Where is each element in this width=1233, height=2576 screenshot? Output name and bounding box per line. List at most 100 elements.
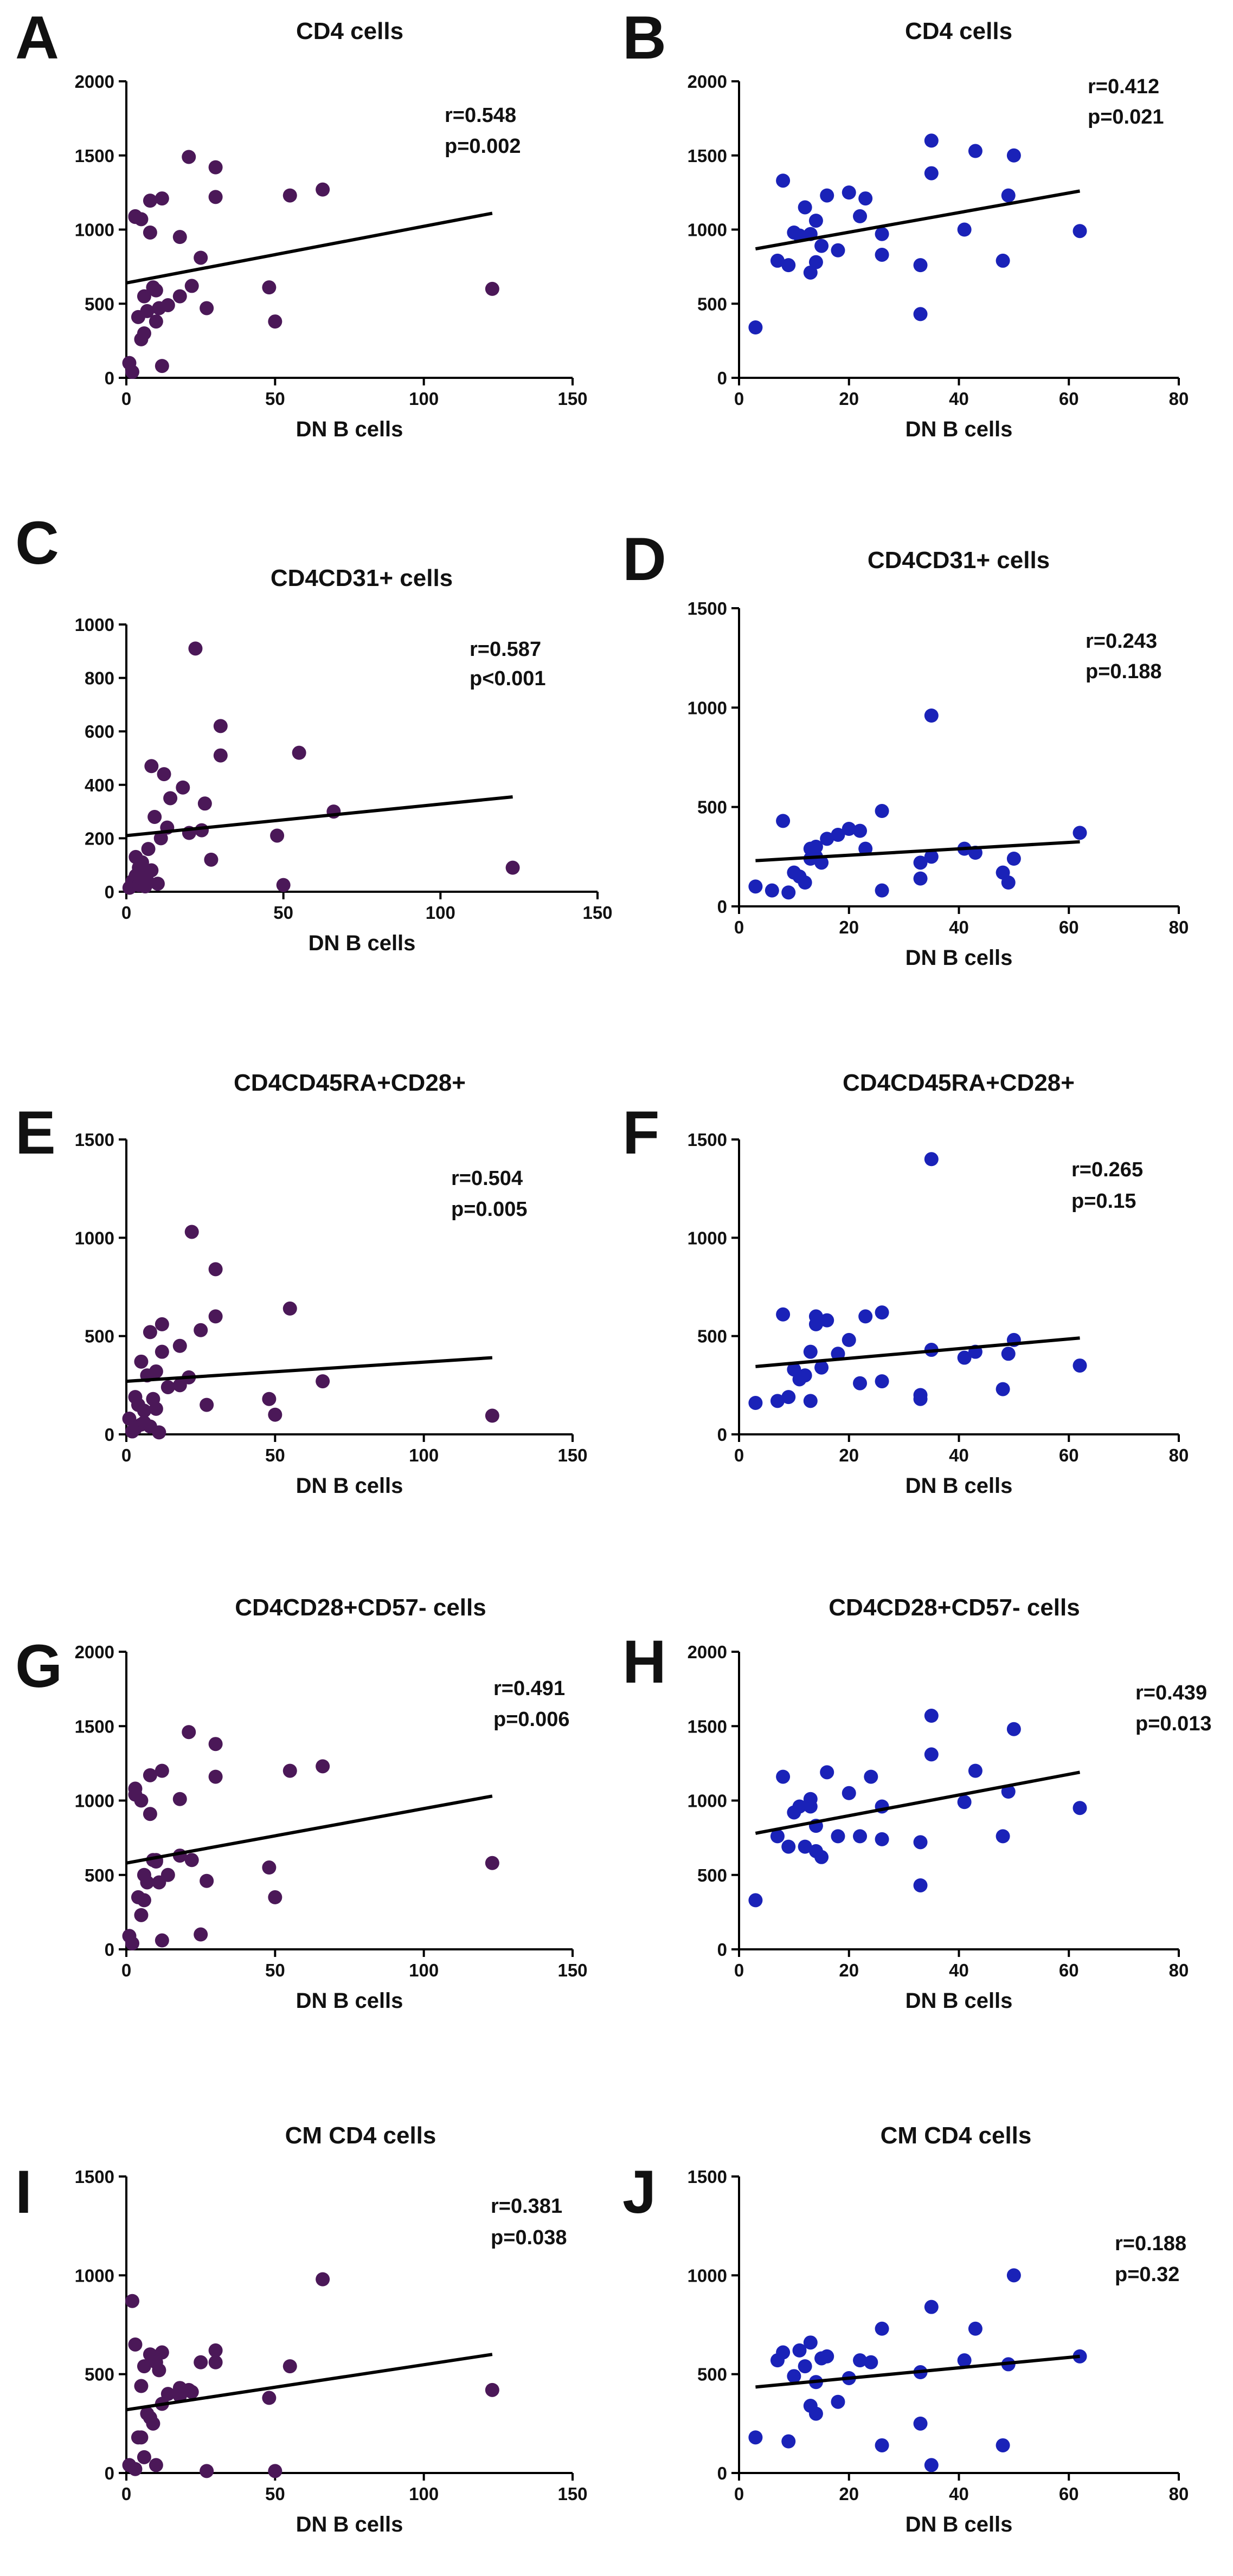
y-tick-label: 2000 xyxy=(688,1642,727,1662)
data-point xyxy=(149,2458,163,2472)
data-point xyxy=(128,2462,143,2476)
data-point xyxy=(957,1795,972,1809)
data-point xyxy=(137,1893,151,1908)
data-point xyxy=(137,289,151,304)
data-point xyxy=(798,2359,812,2374)
data-point xyxy=(137,2450,151,2464)
data-point xyxy=(820,1765,834,1780)
x-tick-label: 20 xyxy=(839,389,859,409)
data-point xyxy=(172,230,187,244)
data-point xyxy=(803,1344,818,1359)
data-point xyxy=(968,144,982,158)
data-point xyxy=(853,823,868,838)
data-point xyxy=(316,2272,330,2287)
x-tick-label: 40 xyxy=(949,2484,969,2504)
fit-line xyxy=(126,2353,493,2412)
data-point xyxy=(141,842,156,856)
data-point xyxy=(140,1875,155,1890)
x-tick-label: 20 xyxy=(839,2484,859,2504)
y-tick-label: 2000 xyxy=(75,1642,114,1662)
y-tick-label: 1000 xyxy=(75,2265,114,2285)
x-axis-label: DN B cells xyxy=(906,946,1013,970)
data-point xyxy=(803,2335,818,2350)
panel-c: 0 50 100 150 0 200 400 600 800 1000 C CD4CD31+ cell… xyxy=(15,509,613,955)
data-point xyxy=(134,1908,149,1922)
data-point xyxy=(125,1936,139,1951)
data-point xyxy=(913,871,928,886)
data-point xyxy=(996,1382,1010,1396)
chart-title: CD4CD31+ cells xyxy=(271,565,453,591)
data-point xyxy=(128,2337,143,2352)
x-tick-label: 150 xyxy=(557,389,587,409)
p-value: p=0.32 xyxy=(1115,2263,1179,2286)
data-point xyxy=(184,1853,199,1867)
y-tick-label: 1000 xyxy=(688,2265,727,2285)
x-tick-label: 150 xyxy=(582,903,612,923)
x-tick-label: 80 xyxy=(1169,2484,1189,2504)
x-tick-label: 60 xyxy=(1059,1960,1079,1980)
y-tick-label: 0 xyxy=(105,1940,114,1960)
data-point xyxy=(194,1927,208,1942)
data-point xyxy=(200,301,214,315)
data-point xyxy=(968,2321,982,2336)
data-point xyxy=(748,320,763,335)
x-tick-label: 100 xyxy=(409,1445,439,1465)
data-point xyxy=(144,863,159,878)
data-point xyxy=(875,247,889,262)
y-tick-label: 1000 xyxy=(688,1791,727,1811)
x-tick-label: 50 xyxy=(265,1960,285,1980)
data-point xyxy=(160,298,175,312)
data-point xyxy=(152,1425,166,1440)
data-point xyxy=(143,1768,157,1782)
y-tick-label: 0 xyxy=(105,2463,114,2483)
x-tick-label: 100 xyxy=(409,2484,439,2504)
y-tick-label: 1500 xyxy=(75,2167,114,2187)
data-point xyxy=(924,709,939,723)
data-point xyxy=(787,2369,801,2384)
data-point xyxy=(262,1392,277,1406)
x-tick-label: 40 xyxy=(949,389,969,409)
x-tick-label: 60 xyxy=(1059,917,1079,937)
x-tick-label: 50 xyxy=(265,389,285,409)
data-point xyxy=(155,1933,169,1948)
data-point xyxy=(820,2349,834,2364)
data-point xyxy=(144,759,159,774)
data-point xyxy=(875,1305,889,1320)
data-point xyxy=(282,2359,297,2374)
x-tick-label: 0 xyxy=(734,1960,744,1980)
data-point xyxy=(150,877,165,891)
data-point xyxy=(143,194,157,208)
data-point xyxy=(149,314,163,329)
y-tick-label: 500 xyxy=(85,1326,114,1347)
data-point xyxy=(957,222,972,237)
p-value: p=0.005 xyxy=(451,1198,528,1221)
y-tick-label: 1000 xyxy=(75,1791,114,1811)
data-point xyxy=(172,1338,187,1353)
p-value: p=0.038 xyxy=(491,2226,567,2249)
data-point xyxy=(155,1317,169,1331)
data-point xyxy=(957,2353,972,2368)
data-point xyxy=(808,2406,823,2421)
data-point xyxy=(125,2294,139,2308)
data-point xyxy=(776,814,791,828)
data-point xyxy=(1006,2268,1021,2283)
data-point xyxy=(776,2345,791,2360)
data-point xyxy=(808,255,823,269)
data-point xyxy=(831,1829,845,1844)
data-point xyxy=(748,1893,763,1908)
y-tick-label: 500 xyxy=(697,294,727,314)
data-point xyxy=(781,258,796,273)
data-point xyxy=(808,1309,823,1324)
panel-letter: E xyxy=(15,1099,56,1167)
data-point xyxy=(208,1737,223,1751)
data-point xyxy=(200,1873,214,1888)
x-axis-label: DN B cells xyxy=(296,1474,403,1498)
x-tick-label: 150 xyxy=(557,1960,587,1980)
x-tick-label: 100 xyxy=(426,903,455,923)
data-point xyxy=(913,258,928,273)
data-point xyxy=(149,1401,163,1416)
data-point xyxy=(814,855,829,870)
data-point xyxy=(924,133,939,148)
x-tick-label: 20 xyxy=(839,917,859,937)
